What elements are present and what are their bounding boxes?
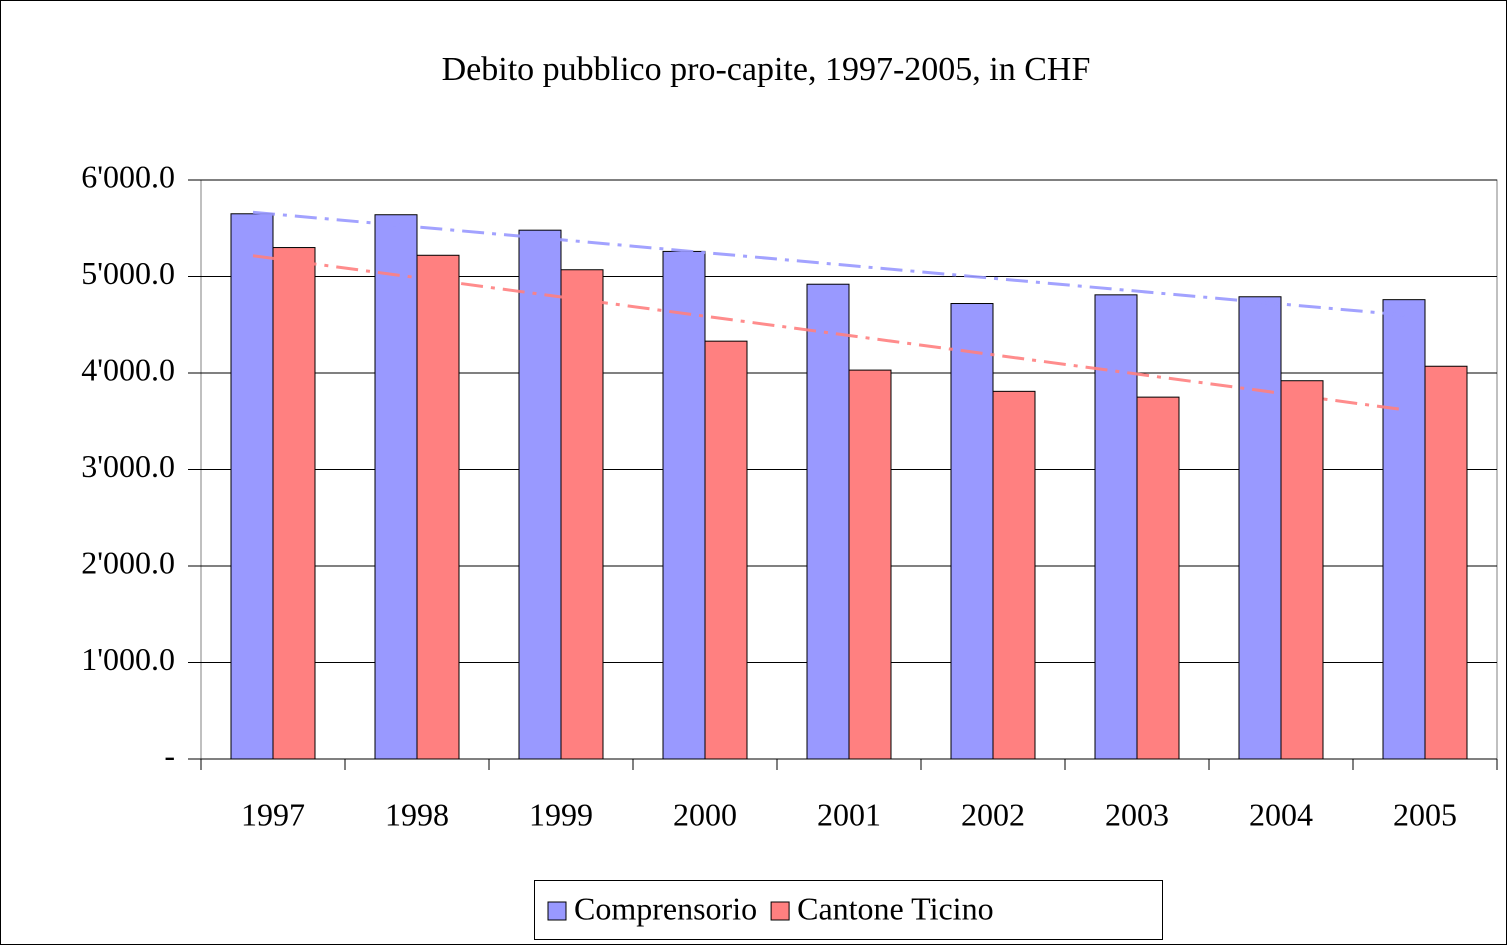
- bar: [848, 369, 892, 760]
- chart-title: Debito pubblico pro-capite, 1997-2005, i…: [442, 51, 1091, 88]
- x-tick-label: 2003: [1105, 796, 1169, 832]
- legend-label: Comprensorio: [574, 890, 757, 926]
- x-tick-label: 2004: [1249, 796, 1313, 832]
- bar: [1280, 380, 1324, 760]
- bar: [1424, 365, 1468, 760]
- trend-line: [252, 254, 1406, 412]
- y-tick-label: 4'000.0: [81, 351, 175, 387]
- bar: [806, 283, 850, 760]
- bar: [704, 340, 748, 760]
- legend-swatch: [770, 901, 790, 921]
- bar: [374, 214, 418, 760]
- y-tick-label: 6'000.0: [81, 158, 175, 194]
- x-tick-label: 1999: [529, 796, 593, 832]
- bar: [1238, 296, 1282, 760]
- y-tick-label: 2'000.0: [81, 544, 175, 580]
- bar: [560, 269, 604, 760]
- bar: [230, 213, 274, 760]
- y-tick-label: 5'000.0: [81, 255, 175, 291]
- bar: [1094, 294, 1138, 760]
- legend-swatch: [547, 901, 567, 921]
- bar: [518, 229, 562, 760]
- x-tick-label: 2000: [673, 796, 737, 832]
- y-tick-label: 3'000.0: [81, 448, 175, 484]
- bar: [272, 247, 316, 760]
- bar: [950, 303, 994, 760]
- bar: [662, 250, 706, 760]
- y-tick-label: 1'000.0: [81, 641, 175, 677]
- x-tick-label: 1997: [241, 796, 305, 832]
- x-tick-label: 2001: [817, 796, 881, 832]
- bar: [1136, 396, 1180, 760]
- legend: Comprensorio Cantone Ticino: [534, 880, 1163, 940]
- bar: [1382, 299, 1426, 760]
- x-tick-label: 2005: [1393, 796, 1457, 832]
- bar: [416, 254, 460, 760]
- x-tick-label: 2002: [961, 796, 1025, 832]
- bar: [992, 390, 1036, 760]
- legend-label: Cantone Ticino: [797, 890, 993, 926]
- x-tick-label: 1998: [385, 796, 449, 832]
- trend-line: [252, 210, 1406, 317]
- y-tick-label: -: [164, 737, 175, 773]
- legend-frame: [534, 880, 1163, 940]
